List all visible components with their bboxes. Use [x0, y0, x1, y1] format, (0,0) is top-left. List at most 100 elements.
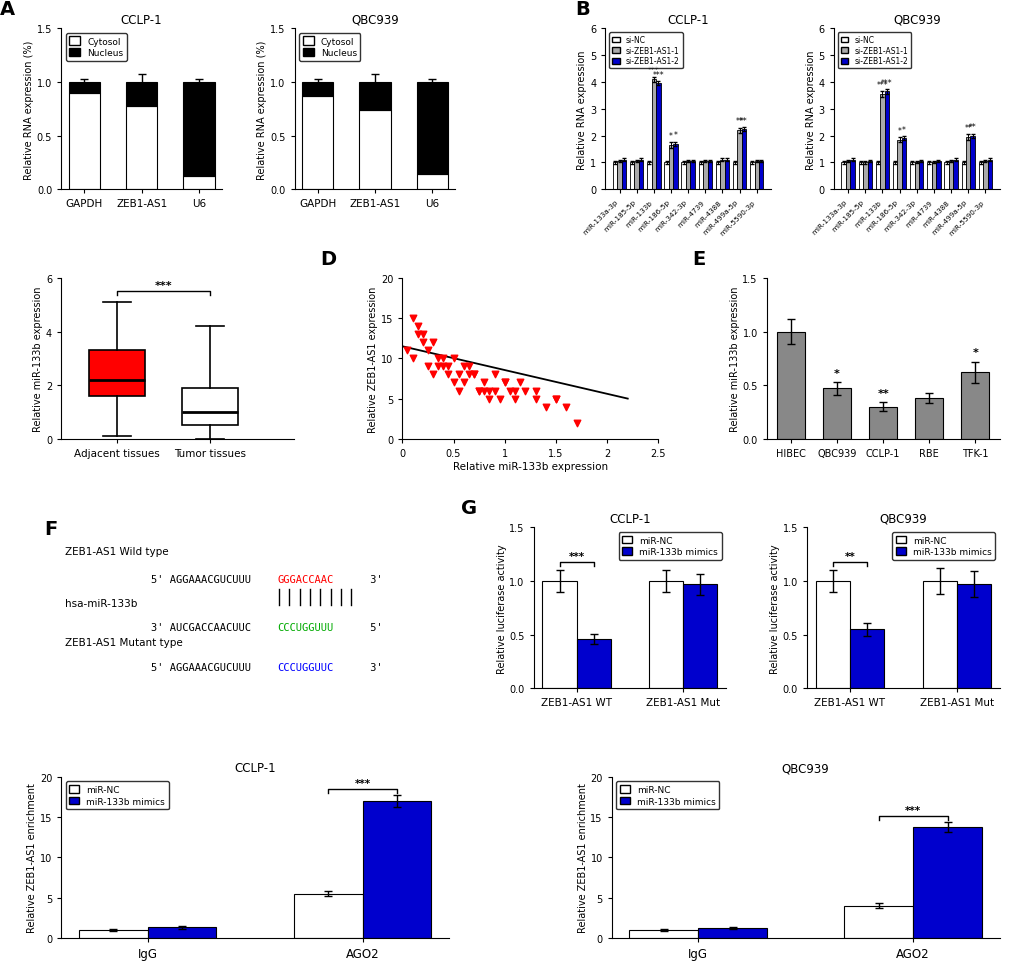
Point: [491, 392, 507, 407]
Bar: [758, 162, 762, 191]
Text: B: B: [575, 0, 590, 20]
Bar: [921, 581, 956, 689]
Bar: [969, 137, 974, 191]
Bar: [849, 630, 883, 689]
Bar: [867, 162, 871, 191]
Point: [435, 351, 451, 366]
Point: [415, 335, 431, 351]
Text: *: *: [668, 132, 673, 141]
Point: [404, 311, 420, 326]
Point: [440, 367, 457, 383]
Bar: [723, 160, 729, 191]
Bar: [125, 106, 157, 191]
Bar: [879, 95, 883, 191]
Text: ***: ***: [155, 280, 172, 290]
Bar: [956, 584, 989, 689]
Bar: [914, 163, 918, 191]
Bar: [630, 163, 634, 191]
Point: [455, 375, 472, 391]
Bar: [183, 83, 215, 177]
Point: [445, 375, 462, 391]
Bar: [965, 138, 969, 191]
Title: CCLP-1: CCLP-1: [234, 761, 275, 775]
Bar: [78, 930, 148, 938]
Text: 5': 5': [364, 622, 382, 632]
Point: [410, 319, 426, 335]
Bar: [935, 162, 940, 191]
Text: ZEB1-AS1 Mutant type: ZEB1-AS1 Mutant type: [64, 637, 182, 647]
Legend: Cytosol, Nucleus: Cytosol, Nucleus: [65, 34, 127, 62]
Point: [547, 392, 564, 407]
Bar: [844, 906, 912, 938]
Point: [501, 383, 518, 399]
Bar: [362, 801, 431, 938]
Y-axis label: Relative RNA expression (%): Relative RNA expression (%): [24, 40, 34, 180]
Bar: [646, 163, 651, 191]
Text: F: F: [45, 520, 58, 538]
Bar: [293, 894, 362, 938]
Bar: [909, 163, 914, 191]
Bar: [68, 94, 100, 191]
Point: [517, 383, 533, 399]
Title: QBC939: QBC939: [878, 512, 926, 526]
Text: 5' AGGAAACGUCUUU: 5' AGGAAACGUCUUU: [151, 574, 251, 584]
Bar: [914, 399, 943, 440]
Point: [476, 375, 492, 391]
Legend: miR-NC, miR-133b mimics: miR-NC, miR-133b mimics: [618, 532, 721, 560]
Bar: [918, 162, 922, 191]
Bar: [622, 160, 626, 191]
Bar: [982, 162, 986, 191]
Bar: [681, 163, 685, 191]
Bar: [715, 163, 719, 191]
Bar: [302, 83, 333, 97]
Bar: [673, 145, 677, 191]
Point: [430, 360, 446, 375]
Title: QBC939: QBC939: [782, 761, 828, 775]
Bar: [576, 639, 610, 689]
Text: *: *: [834, 368, 840, 378]
Bar: [901, 139, 906, 191]
Point: [435, 360, 451, 375]
Bar: [359, 83, 390, 110]
Legend: si-NC, si-ZEB1-AS1-1, si-ZEB1-AS1-2: si-NC, si-ZEB1-AS1-1, si-ZEB1-AS1-2: [608, 33, 682, 69]
Bar: [754, 162, 758, 191]
Bar: [841, 163, 845, 191]
Bar: [542, 581, 576, 689]
Point: [481, 392, 497, 407]
Bar: [616, 162, 622, 191]
Point: [450, 367, 467, 383]
Point: [486, 367, 502, 383]
X-axis label: Relative miR-133b expression: Relative miR-133b expression: [452, 461, 607, 471]
Text: ***: ***: [568, 551, 584, 561]
Y-axis label: Relative ZEB1-AS1 enrichment: Relative ZEB1-AS1 enrichment: [26, 783, 37, 932]
Bar: [741, 130, 746, 191]
Bar: [850, 160, 854, 191]
Bar: [749, 163, 754, 191]
Title: CCLP-1: CCLP-1: [608, 512, 650, 526]
Point: [445, 351, 462, 366]
Text: *: *: [897, 127, 901, 136]
Bar: [668, 146, 673, 191]
Point: [557, 400, 574, 415]
Bar: [683, 584, 716, 689]
Point: [398, 343, 415, 359]
Title: QBC939: QBC939: [351, 14, 398, 26]
Bar: [892, 163, 897, 191]
Point: [527, 392, 543, 407]
Y-axis label: Relative RNA expression (%): Relative RNA expression (%): [257, 40, 267, 180]
Y-axis label: Relative ZEB1-AS1 expression: Relative ZEB1-AS1 expression: [368, 286, 378, 432]
Legend: miR-NC, miR-133b mimics: miR-NC, miR-133b mimics: [65, 782, 169, 810]
Legend: Cytosol, Nucleus: Cytosol, Nucleus: [299, 34, 360, 62]
Point: [410, 327, 426, 343]
Bar: [359, 110, 390, 191]
Text: **: **: [735, 117, 743, 126]
Bar: [961, 163, 965, 191]
Legend: si-NC, si-ZEB1-AS1-1, si-ZEB1-AS1-2: si-NC, si-ZEB1-AS1-1, si-ZEB1-AS1-2: [837, 33, 910, 69]
Point: [506, 392, 523, 407]
Bar: [733, 163, 737, 191]
Point: [420, 343, 436, 359]
Y-axis label: Relative miR-133b expression: Relative miR-133b expression: [33, 286, 43, 432]
Bar: [148, 927, 216, 938]
Point: [471, 383, 487, 399]
Bar: [707, 162, 711, 191]
